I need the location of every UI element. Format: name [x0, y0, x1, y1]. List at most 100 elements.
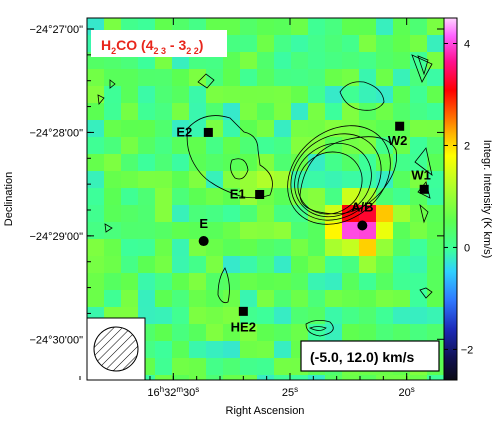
map-cell — [240, 358, 258, 376]
map-cell — [308, 324, 326, 342]
map-cell — [291, 120, 309, 138]
map-cell — [393, 375, 411, 380]
map-cell — [257, 52, 275, 70]
map-cell — [393, 290, 411, 308]
map-cell — [427, 222, 444, 240]
map-cell — [172, 256, 190, 274]
map-cell — [87, 86, 105, 104]
map-cell — [189, 86, 207, 104]
map-cell — [104, 103, 122, 121]
map-cell — [138, 171, 156, 189]
map-cell — [291, 256, 309, 274]
map-cell — [189, 171, 207, 189]
map-cell — [410, 375, 428, 380]
map-cell — [121, 154, 139, 172]
map-cell — [104, 256, 122, 274]
map-cell — [291, 52, 309, 70]
map-cell — [359, 273, 377, 291]
map-cell — [206, 341, 224, 359]
map-cell — [257, 256, 275, 274]
map-cell — [138, 256, 156, 274]
map-cell — [206, 273, 224, 291]
source-marker — [203, 127, 213, 137]
map-cell — [257, 290, 275, 308]
map-cell — [308, 35, 326, 53]
map-cell — [376, 307, 394, 325]
map-cell — [240, 188, 258, 206]
map-cell — [87, 239, 105, 257]
map-cell — [291, 86, 309, 104]
map-cell — [410, 290, 428, 308]
map-cell — [189, 358, 207, 376]
map-cell — [87, 290, 105, 308]
map-cell — [189, 222, 207, 240]
source-label: W1 — [411, 167, 431, 182]
map-cell — [342, 154, 360, 172]
map-cell — [189, 154, 207, 172]
map-cell — [376, 154, 394, 172]
y-tick-label: −24°27'00" — [29, 24, 83, 36]
map-cell — [393, 307, 411, 325]
map-cell — [138, 154, 156, 172]
map-cell — [206, 290, 224, 308]
map-cell — [121, 392, 139, 410]
map-cell — [121, 103, 139, 121]
map-cell — [189, 69, 207, 87]
map-cell — [189, 341, 207, 359]
map-cell — [223, 290, 241, 308]
map-cell — [325, 35, 343, 53]
map-cell — [223, 18, 241, 36]
map-cell — [376, 290, 394, 308]
map-cell — [376, 171, 394, 189]
map-cell — [87, 273, 105, 291]
map-cell — [393, 205, 411, 223]
map-cell — [155, 358, 173, 376]
map-cell — [410, 35, 428, 53]
map-cell — [342, 290, 360, 308]
map-cell — [206, 154, 224, 172]
map-cell — [172, 222, 190, 240]
map-cell — [427, 273, 444, 291]
map-cell — [410, 273, 428, 291]
map-cell — [223, 341, 241, 359]
map-cell — [172, 341, 190, 359]
map-cell — [189, 307, 207, 325]
map-cell — [410, 86, 428, 104]
map-cell — [359, 103, 377, 121]
beam-inset — [86, 317, 146, 381]
map-cell — [155, 324, 173, 342]
map-cell — [155, 188, 173, 206]
map-cell — [206, 86, 224, 104]
map-cell — [240, 239, 258, 257]
map-cell — [308, 392, 326, 410]
map-cell — [274, 137, 292, 155]
map-cell — [138, 205, 156, 223]
map-cell — [410, 154, 428, 172]
map-cell — [410, 256, 428, 274]
map-cell — [308, 239, 326, 257]
map-cell — [257, 18, 275, 36]
map-cell — [274, 52, 292, 70]
title-box: H2CO (42 3 - 32 2) — [91, 30, 227, 57]
map-cell — [257, 69, 275, 87]
map-cell — [189, 290, 207, 308]
map-cell — [121, 69, 139, 87]
map-cell — [308, 52, 326, 70]
map-cell — [291, 171, 309, 189]
map-cell — [342, 35, 360, 53]
map-cell — [87, 137, 105, 155]
map-cell — [325, 375, 343, 380]
map-cell — [257, 86, 275, 104]
map-cell — [325, 392, 343, 410]
map-cell — [359, 35, 377, 53]
map-cell — [206, 307, 224, 325]
map-cell — [376, 120, 394, 138]
map-cell — [427, 307, 444, 325]
map-cell — [121, 256, 139, 274]
map-cell — [87, 392, 105, 410]
map-cell — [308, 86, 326, 104]
map-cell — [206, 358, 224, 376]
source-marker — [395, 121, 405, 131]
map-cell — [274, 86, 292, 104]
map-cell — [427, 324, 444, 342]
